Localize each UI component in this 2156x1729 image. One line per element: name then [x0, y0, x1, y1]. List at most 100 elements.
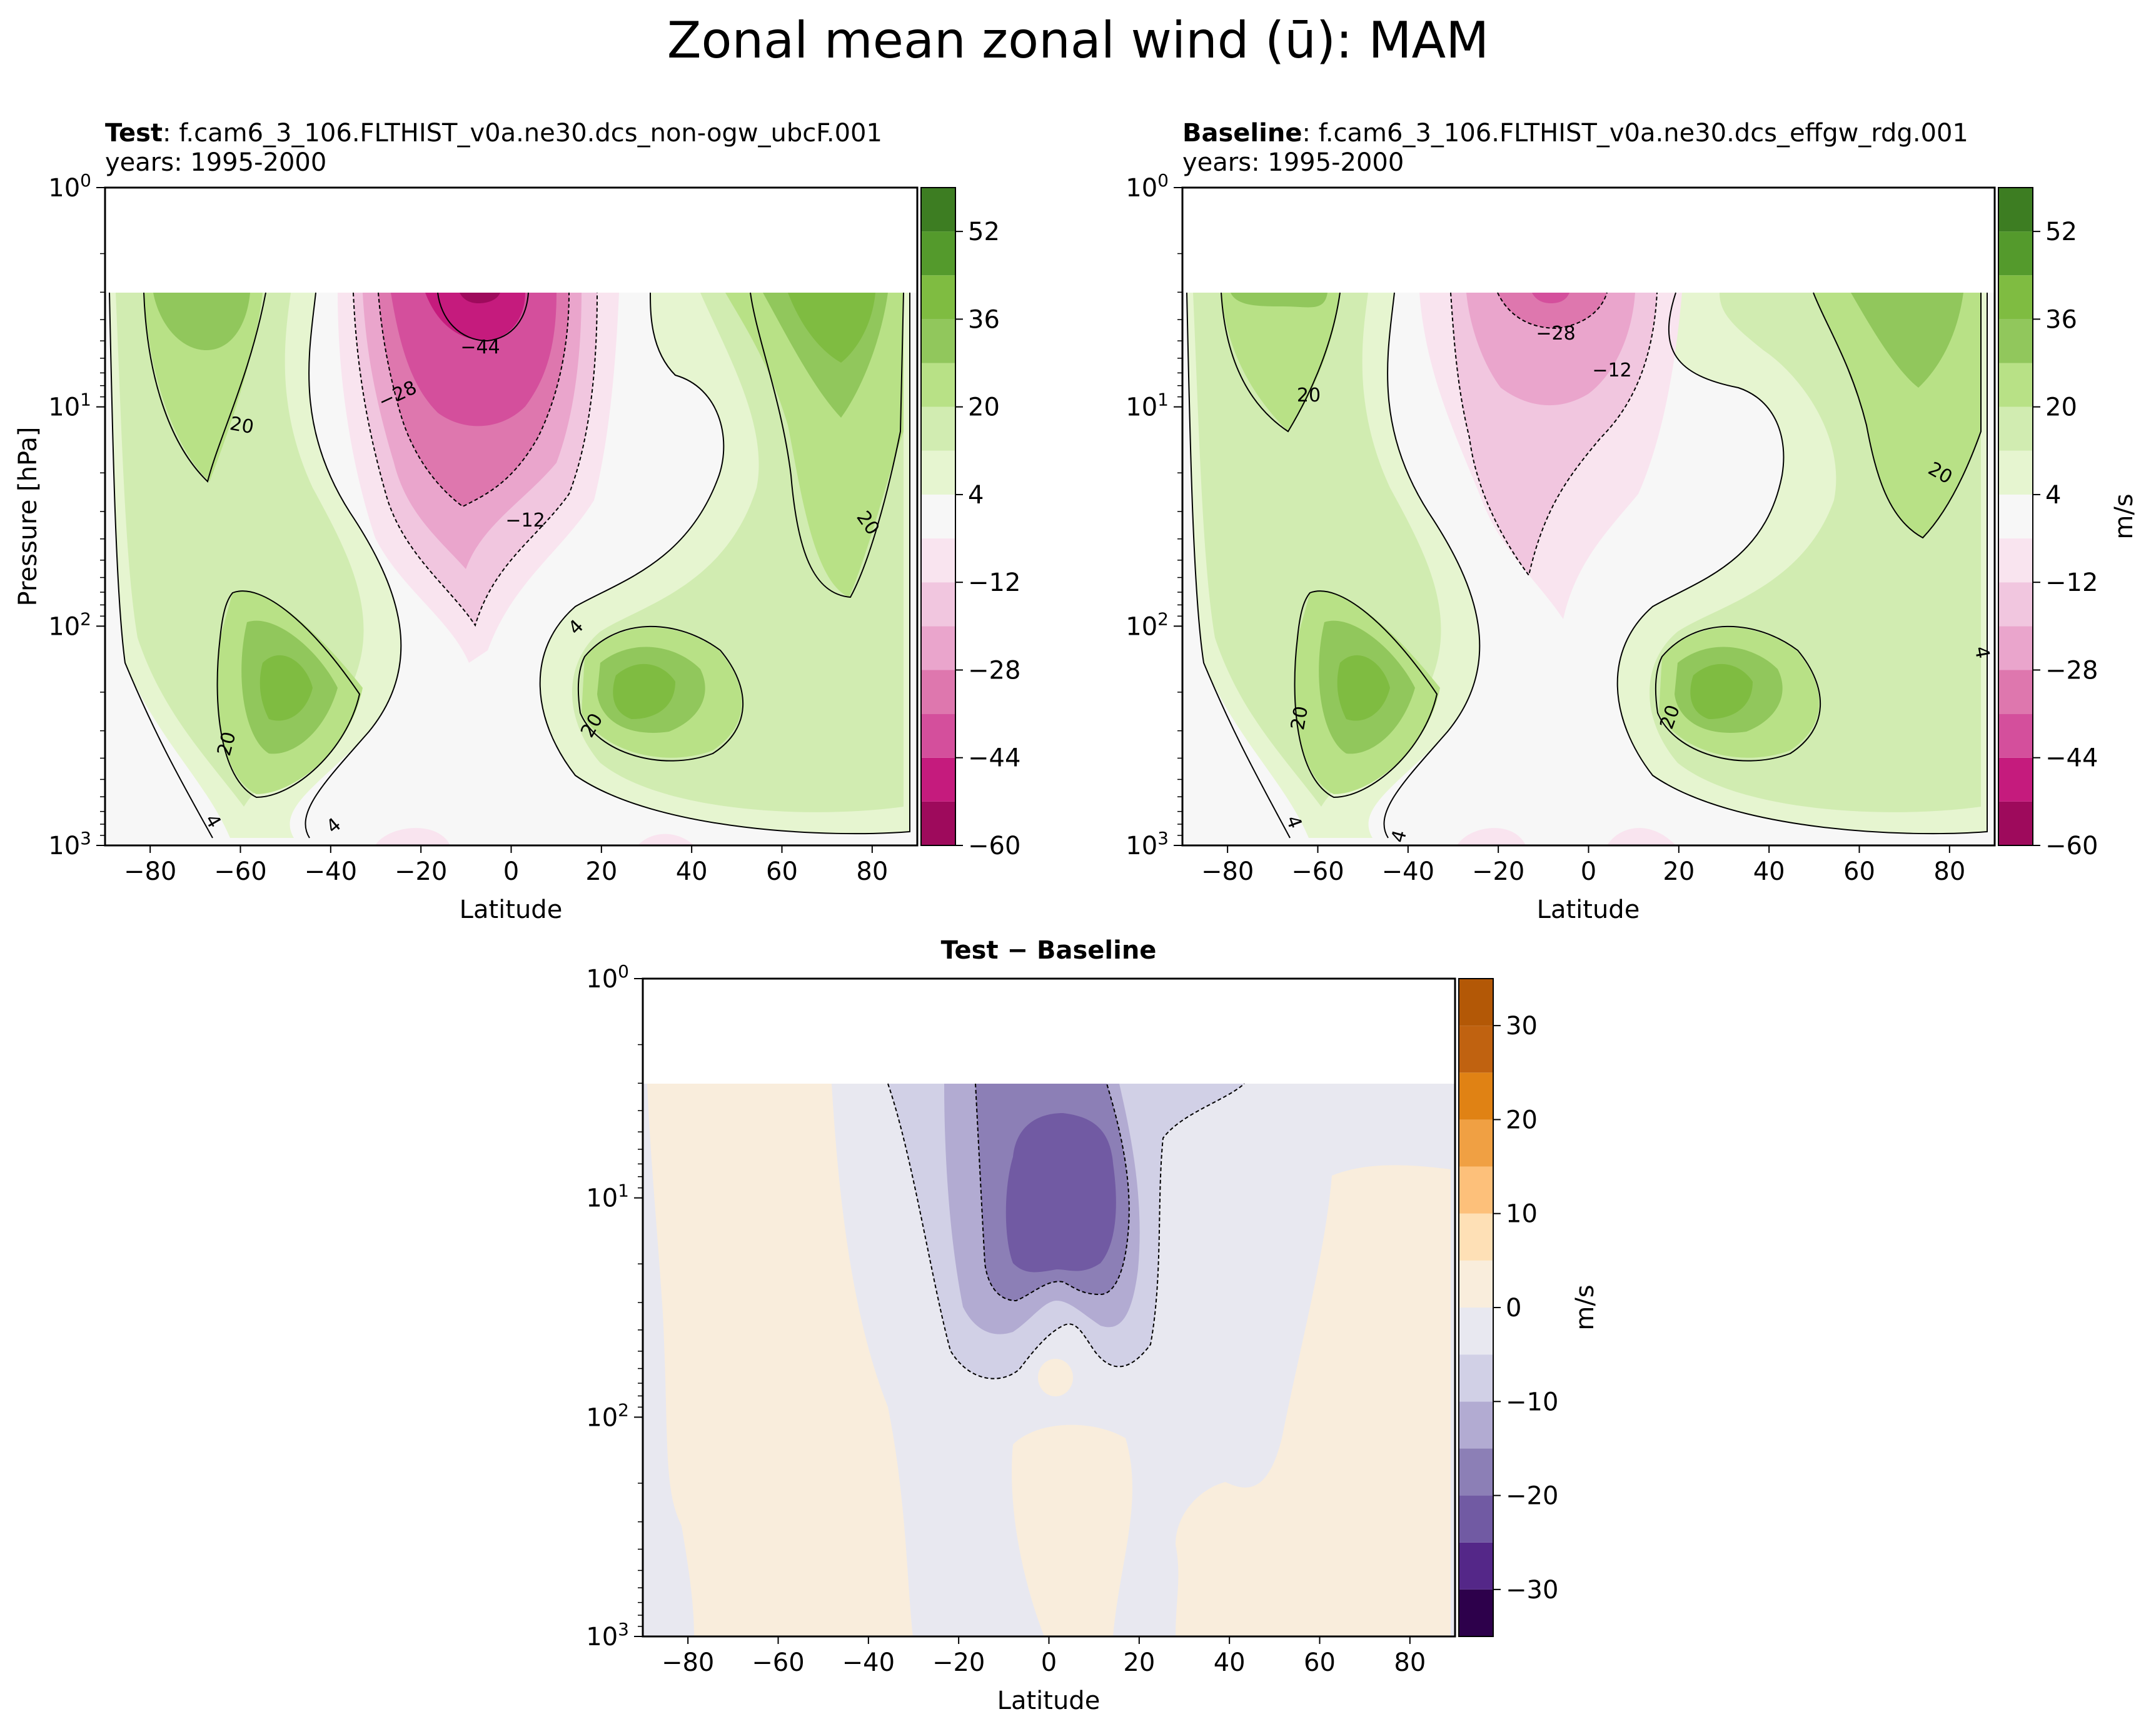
baseline-title: Baseline: f.cam6_3_106.FLTHIST_v0a.ne30.… — [1182, 119, 1968, 148]
baseline-years: years: 1995-2000 — [1182, 148, 1404, 177]
test-xlabel: Latitude — [460, 895, 563, 924]
baseline-colorbar: 52 36 20 4 −12 −28 −44 −60 m/s — [1998, 187, 2138, 860]
baseline-clabel-5: −28 — [1536, 323, 1575, 345]
difference-cbtick-label-4: −10 — [1506, 1388, 1558, 1416]
test-colorbar-swatch-13 — [921, 231, 955, 276]
baseline-yticks: 100 101 102 103 — [1126, 170, 1182, 860]
baseline-cbtick-label-4: −12 — [2045, 568, 2098, 597]
baseline-ytick-label-0: 100 — [1126, 170, 1169, 203]
test-xtick-label-0: −80 — [124, 857, 176, 886]
baseline-fill-neg-4b — [1457, 828, 1526, 845]
panel-test: Test: f.cam6_3_106.FLTHIST_v0a.ne30.dcs_… — [14, 119, 1020, 924]
difference-colorbar-swatch-11 — [1459, 1072, 1493, 1120]
difference-colorbar-swatch-1 — [1459, 1542, 1493, 1590]
difference-fill-pos-left — [647, 1084, 913, 1636]
difference-colorbar-swatch-10 — [1459, 1119, 1493, 1167]
baseline-xtick-label-5: 20 — [1663, 857, 1695, 886]
test-title-run: : f.cam6_3_106.FLTHIST_v0a.ne30.dcs_non-… — [163, 119, 882, 148]
baseline-xtick-label-8: 80 — [1933, 857, 1965, 886]
test-clabel-7: −12 — [505, 510, 545, 532]
baseline-fill-pos-28 — [1231, 293, 1327, 308]
test-colorbar-swatch-0 — [921, 801, 955, 845]
baseline-colorbar-swatch-6 — [1998, 538, 2033, 583]
difference-ytick-label-2: 102 — [586, 1399, 629, 1432]
difference-colorbar-swatch-2 — [1459, 1495, 1493, 1543]
difference-colorbar-swatch-0 — [1459, 1589, 1493, 1636]
baseline-model-top-mask — [1182, 188, 1995, 293]
baseline-colorbar-swatch-11 — [1998, 319, 2033, 363]
baseline-colorbar-swatch-2 — [1998, 713, 2033, 758]
test-cbtick-label-7: −60 — [968, 832, 1020, 860]
baseline-fill-neg-20 — [1466, 293, 1635, 406]
figure-title: Zonal mean zonal wind (ū): MAM — [667, 11, 1489, 69]
test-fill-neg-52 — [460, 293, 500, 303]
baseline-cbtick-label-6: −44 — [2045, 744, 2098, 773]
test-xticks: −80 −60 −40 −20 0 20 40 60 80 — [124, 845, 888, 886]
baseline-cbtick-label-3: 4 — [2045, 481, 2061, 510]
panel-baseline: Baseline: f.cam6_3_106.FLTHIST_v0a.ne30.… — [1126, 119, 2138, 924]
test-colorbar-swatch-7 — [921, 494, 955, 539]
baseline-colorbar-swatch-13 — [1998, 231, 2033, 276]
difference-colorbar: 30 20 10 0 −10 −20 −30 m/s — [1458, 978, 1599, 1637]
baseline-contour-neg — [1450, 292, 1658, 577]
test-fill-pos-36rb — [613, 663, 675, 719]
baseline-colorbar-swatch-12 — [1998, 275, 2033, 320]
test-ylabel: Pressure [hPa] — [14, 427, 43, 607]
test-yticks: 100 101 102 103 — [48, 170, 105, 860]
baseline-colorbar-swatch-9 — [1998, 406, 2033, 451]
difference-fill-pos-right — [1176, 1165, 1451, 1636]
difference-cbtick-label-2: 10 — [1506, 1200, 1538, 1229]
test-fill-pos-36b — [259, 655, 313, 721]
test-colorbar-swatch-8 — [921, 450, 955, 495]
test-xtick-label-8: 80 — [856, 857, 888, 886]
baseline-title-bold: Baseline — [1182, 119, 1302, 148]
difference-fill-neg-25 — [1005, 1113, 1116, 1273]
difference-ytick-label-3: 103 — [586, 1619, 629, 1651]
baseline-xticks: −80 −60 −40 −20 0 20 40 60 80 — [1201, 845, 1965, 886]
test-cbtick-label-1: 36 — [968, 305, 1000, 334]
test-colorbar-swatch-11 — [921, 319, 955, 363]
baseline-cbtick-label-5: −28 — [2045, 656, 2098, 685]
difference-contour-fill — [643, 979, 1455, 1636]
test-ytick-label-3: 103 — [48, 828, 91, 860]
test-colorbar-swatch-5 — [921, 582, 955, 627]
baseline-xtick-label-6: 40 — [1753, 857, 1785, 886]
difference-xtick-label-0: −80 — [662, 1648, 714, 1677]
baseline-clabel-6: −12 — [1592, 360, 1631, 381]
baseline-colorbar-swatch-8 — [1998, 450, 2033, 495]
baseline-cbtick-label-0: 52 — [2045, 218, 2077, 246]
difference-colorbar-swatch-9 — [1459, 1166, 1493, 1214]
baseline-fill-pos-28r — [1851, 293, 1963, 388]
baseline-clabel-1: 20 — [1297, 385, 1321, 406]
baseline-fill-pos-36b — [1337, 655, 1390, 721]
test-colorbar-swatch-3 — [921, 670, 955, 714]
difference-model-top-mask — [643, 979, 1455, 1084]
difference-colorbar-swatch-6 — [1459, 1308, 1493, 1355]
test-colorbar-swatch-4 — [921, 626, 955, 670]
difference-xlabel: Latitude — [997, 1686, 1101, 1715]
baseline-fill-neg-28 — [1498, 293, 1607, 328]
test-clabel-6: −44 — [460, 336, 500, 358]
test-colorbar-swatch-1 — [921, 757, 955, 802]
baseline-fill-neg-36 — [1532, 293, 1569, 303]
test-fill-pos-36r — [788, 293, 875, 363]
baseline-xtick-label-2: −40 — [1382, 857, 1434, 886]
difference-contour-neg — [887, 1083, 1245, 1379]
baseline-colorbar-swatch-1 — [1998, 757, 2033, 802]
baseline-fill-pos-20 — [1221, 293, 1340, 431]
test-xtick-label-6: 40 — [676, 857, 708, 886]
difference-cbtick-label-5: −20 — [1506, 1482, 1558, 1511]
test-xtick-label-5: 20 — [585, 857, 617, 886]
difference-xtick-label-7: 60 — [1304, 1648, 1336, 1677]
baseline-colorbar-swatch-4 — [1998, 626, 2033, 670]
difference-xtick-label-3: −20 — [932, 1648, 985, 1677]
test-fill-neg-4b — [375, 828, 450, 845]
difference-cbtick-label-3: 0 — [1506, 1294, 1521, 1323]
test-xtick-label-4: 0 — [503, 857, 519, 886]
test-cbtick-label-4: −12 — [968, 568, 1020, 597]
baseline-fill-pos-36rb — [1690, 663, 1753, 719]
panel-difference: Test − Baseline −80 −60 −40 −20 0 20 40 60 80 10… — [586, 936, 1599, 1715]
difference-fill-pos-mid — [1012, 1424, 1132, 1636]
test-colorbar-swatch-2 — [921, 713, 955, 758]
